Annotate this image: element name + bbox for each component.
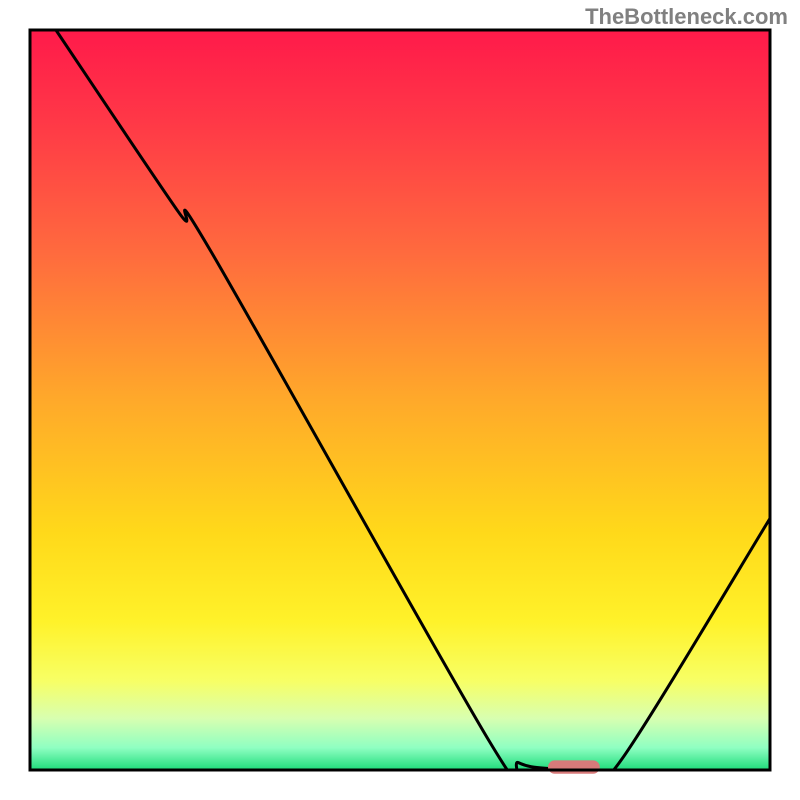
bottleneck-gradient-chart xyxy=(0,0,800,800)
figure-root: TheBottleneck.com xyxy=(0,0,800,800)
gradient-background xyxy=(30,30,770,770)
optimal-point-marker xyxy=(548,760,600,773)
attribution-label: TheBottleneck.com xyxy=(585,4,788,30)
